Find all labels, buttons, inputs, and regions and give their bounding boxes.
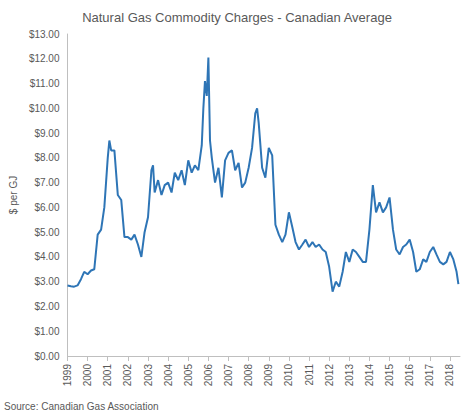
svg-text:2016: 2016 [404,364,415,387]
svg-text:$4.00: $4.00 [34,251,59,262]
svg-text:2011: 2011 [304,364,315,386]
svg-text:$5.00: $5.00 [34,227,59,238]
svg-text:$6.00: $6.00 [34,202,59,213]
svg-text:2018: 2018 [444,364,455,387]
svg-text:Source: Canadian Gas Associati: Source: Canadian Gas Association [4,401,159,412]
svg-text:$7.00: $7.00 [34,177,59,188]
svg-text:2015: 2015 [384,364,395,387]
svg-text:$ per GJ: $ per GJ [8,176,19,214]
svg-text:2013: 2013 [344,364,355,387]
svg-text:$2.00: $2.00 [34,301,59,312]
svg-text:2008: 2008 [243,364,254,387]
svg-text:2009: 2009 [263,364,274,387]
svg-text:$9.00: $9.00 [34,128,59,139]
svg-text:$8.00: $8.00 [34,152,59,163]
svg-text:2010: 2010 [283,364,294,387]
svg-text:$1.00: $1.00 [34,326,59,337]
svg-text:2005: 2005 [183,364,194,387]
svg-text:2001: 2001 [102,364,113,387]
svg-text:$3.00: $3.00 [34,276,59,287]
svg-text:2004: 2004 [163,364,174,387]
svg-text:$11.00: $11.00 [30,78,60,89]
svg-text:2002: 2002 [122,364,133,387]
svg-text:$0.00: $0.00 [34,351,59,362]
svg-text:2017: 2017 [424,364,435,387]
svg-text:1999: 1999 [62,364,73,387]
svg-text:2012: 2012 [324,364,335,387]
svg-text:2014: 2014 [364,364,375,387]
svg-text:2007: 2007 [223,364,234,387]
svg-text:2003: 2003 [143,364,154,387]
svg-text:2000: 2000 [82,364,93,387]
svg-text:Natural Gas Commodity Charges: Natural Gas Commodity Charges - Canadian… [82,10,392,25]
svg-text:$10.00: $10.00 [29,103,60,114]
svg-text:2006: 2006 [203,364,214,387]
svg-text:$12.00: $12.00 [29,53,60,64]
svg-text:$13.00: $13.00 [29,29,60,40]
